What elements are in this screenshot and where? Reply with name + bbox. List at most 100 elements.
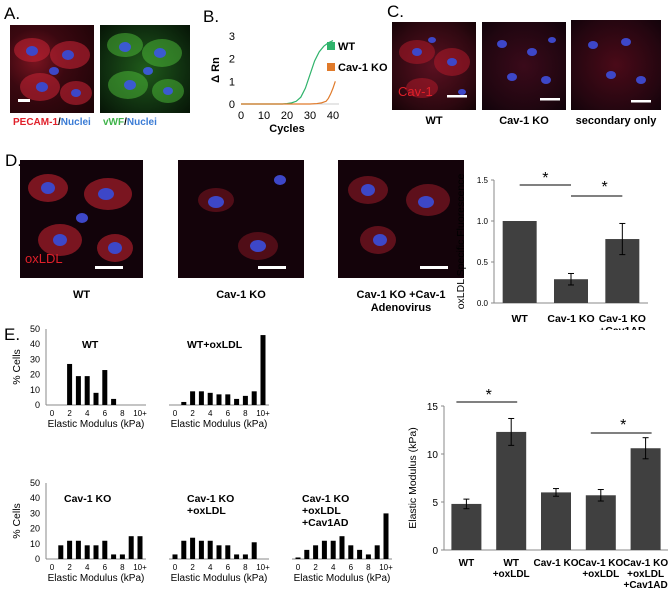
y-tick-label: 1.5 xyxy=(477,176,489,185)
x-tick-label: 2 xyxy=(190,563,195,572)
y-axis-label: % Cells xyxy=(11,349,23,385)
bar-4 xyxy=(630,448,661,550)
histogram-bar xyxy=(93,392,99,405)
histogram-bar xyxy=(67,363,73,405)
histogram-bar xyxy=(190,391,196,405)
y-tick-label: 15 xyxy=(427,402,439,413)
bar-0 xyxy=(451,503,482,550)
x-tick-label: 8 xyxy=(243,563,248,572)
x-axis-label: Cycles xyxy=(269,123,304,135)
micrograph-cav1-ko xyxy=(482,22,566,110)
legend-wt: WT xyxy=(327,41,355,53)
histogram-bar xyxy=(304,549,310,559)
histogram-bar xyxy=(251,542,257,559)
histogram-bar xyxy=(207,540,213,559)
x-tick-label: 0 xyxy=(173,563,178,572)
y-tick-label: 40 xyxy=(30,339,40,349)
x-tick-label: 8 xyxy=(120,409,125,418)
histogram-title: WT+oxLDL xyxy=(187,339,243,351)
x-tick-label: 20 xyxy=(281,110,293,122)
x-tick-label: 8 xyxy=(120,563,125,572)
histogram-bar xyxy=(207,392,213,405)
bar-2 xyxy=(541,492,571,550)
bar-1 xyxy=(554,279,588,303)
category-label: +oxLDL xyxy=(493,569,530,580)
histogram-bar xyxy=(84,545,90,559)
panel-label-c: C. xyxy=(387,2,404,21)
significance-star: * xyxy=(486,387,492,404)
x-tick-label: 10+ xyxy=(379,563,393,572)
histogram-bar xyxy=(216,545,222,559)
y-tick-label: 20 xyxy=(30,524,40,534)
histogram-bar xyxy=(234,398,240,405)
x-axis-label: Elastic Modulus (kPa) xyxy=(294,573,391,584)
y-tick-label: 2 xyxy=(229,54,235,66)
y-tick-label: 0.0 xyxy=(477,299,489,308)
x-tick-label: 6 xyxy=(103,563,108,572)
x-tick-label: 6 xyxy=(226,563,231,572)
histogram-bar xyxy=(93,545,99,559)
category-label: +oxLDL xyxy=(582,569,619,580)
micrograph-oxldl-ad xyxy=(338,160,464,278)
series-line-wt xyxy=(241,39,334,105)
x-tick-label: 10 xyxy=(258,110,270,122)
x-tick-label: 0 xyxy=(50,563,55,572)
histogram-title: Cav-1 KO xyxy=(64,493,111,505)
caption-vwf: vWF/Nuclei xyxy=(103,117,157,128)
x-axis-label: Elastic Modulus (kPa) xyxy=(171,573,268,584)
x-tick-label: 8 xyxy=(366,563,371,572)
histogram-bar xyxy=(339,536,345,559)
histogram-title: +oxLDL xyxy=(187,505,226,517)
legend-swatch-ko xyxy=(327,63,335,71)
category-label: Cav-1 KO xyxy=(547,313,594,325)
bar-0 xyxy=(502,221,537,303)
y-tick-label: 50 xyxy=(30,325,40,334)
histogram-bar xyxy=(102,540,108,559)
histogram-bar xyxy=(128,536,134,559)
y-tick-label: 0 xyxy=(35,554,40,564)
x-tick-label: 6 xyxy=(103,409,108,418)
y-tick-label: 5 xyxy=(432,498,438,509)
histogram-bar xyxy=(295,557,301,559)
caption-c-wt: WT xyxy=(425,115,443,127)
category-label: Cav-1 KO xyxy=(578,558,623,569)
caption-d-wt: WT xyxy=(72,289,91,301)
caption-c-secondary: secondary only xyxy=(575,115,657,127)
y-tick-label: 3 xyxy=(229,31,235,43)
histogram-bar xyxy=(75,376,81,405)
histogram-bar xyxy=(242,395,248,405)
histogram-bar xyxy=(172,554,178,559)
histogram-bar xyxy=(260,335,266,405)
histogram-bar xyxy=(321,540,327,559)
histogram-title: Cav-1 KO xyxy=(302,493,349,505)
x-tick-label: 6 xyxy=(349,563,354,572)
histogram-bar xyxy=(137,536,143,559)
histogram-bar xyxy=(111,554,117,559)
micrograph-vwf xyxy=(100,25,190,113)
legend-ko: Cav-1 KO xyxy=(327,62,388,74)
micrograph-cav1-wt: Cav-1 xyxy=(392,22,476,110)
y-tick-label: 1 xyxy=(229,76,235,88)
y-axis-label: oxLDL Specific Fluorescence xyxy=(455,174,467,310)
y-tick-label: 0.5 xyxy=(477,258,489,267)
y-tick-label: 1.0 xyxy=(477,217,489,226)
histogram-bar xyxy=(225,394,231,405)
x-tick-label: 4 xyxy=(208,409,213,418)
bar-1 xyxy=(496,431,527,550)
x-tick-label: 40 xyxy=(327,110,339,122)
category-label: Cav-1 KO xyxy=(599,313,646,325)
category-label: +Cav1AD xyxy=(623,580,667,591)
histogram-bar xyxy=(181,401,187,405)
category-label: +oxLDL xyxy=(627,569,664,580)
caption-d-ad-line2: Adenovirus xyxy=(370,302,432,314)
x-tick-label: 4 xyxy=(208,563,213,572)
histogram-bar xyxy=(234,554,240,559)
x-tick-label: 6 xyxy=(226,409,231,418)
qpcr-chart: 0 10 20 30 40 0 1 2 3 Cycles Δ Rn xyxy=(210,31,339,135)
category-label: WT xyxy=(459,558,475,569)
overlay-oxldl: oxLDL xyxy=(25,251,63,266)
histogram-bar xyxy=(181,540,187,559)
x-tick-label: 30 xyxy=(304,110,316,122)
